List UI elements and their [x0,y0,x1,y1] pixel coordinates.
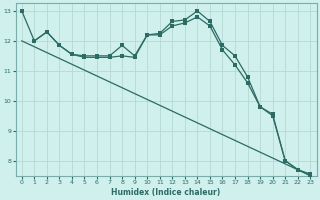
X-axis label: Humidex (Indice chaleur): Humidex (Indice chaleur) [111,188,221,197]
